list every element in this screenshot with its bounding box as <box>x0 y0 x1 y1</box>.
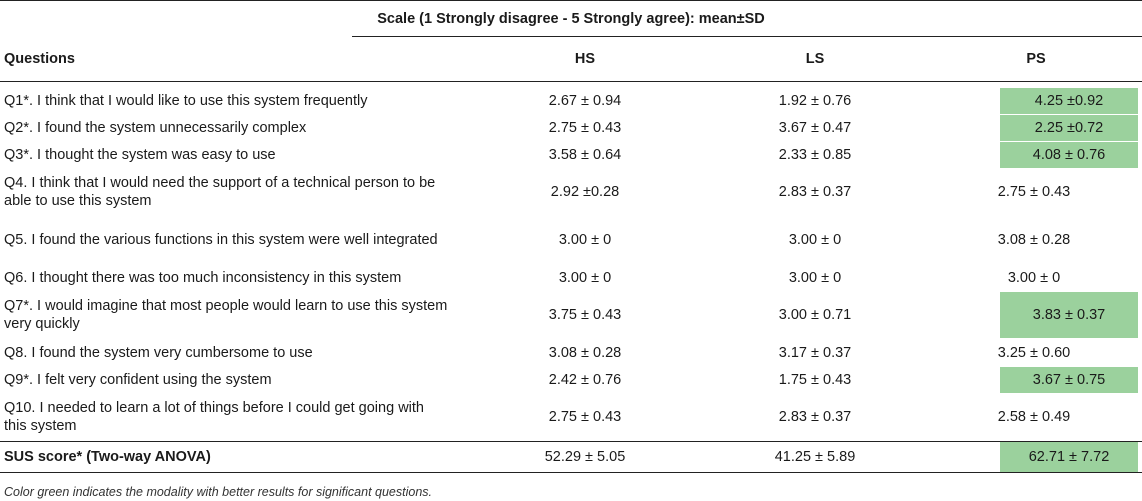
column-header-ls: LS <box>805 51 825 67</box>
question-cell: Q1*. I think that I would like to use th… <box>4 93 368 109</box>
hs-value-cell: 3.00 ± 0 <box>558 269 612 286</box>
table-row: Q2*. I found the system unnecessarily co… <box>0 114 1142 141</box>
hs-value-cell: 2.75 ± 0.43 <box>548 119 622 136</box>
ls-value-cell: 2.33 ± 0.85 <box>778 146 852 163</box>
question-cell: Q7*. I would imagine that most people wo… <box>4 298 448 332</box>
column-header-hs: HS <box>574 51 596 67</box>
hs-value-cell: 3.00 ± 0 <box>558 232 612 248</box>
sus-ps-highlighted-value: 62.71 ± 7.72 <box>1000 441 1138 472</box>
ps-highlighted-value: 4.08 ± 0.76 <box>1000 141 1138 168</box>
table-row: Q9*. I felt very confident using the sys… <box>0 366 1142 393</box>
ps-value-cell: 3.25 ± 0.60 <box>997 344 1071 361</box>
table-row: Q4. I think that I would need the suppor… <box>0 168 1142 216</box>
question-cell: Q8. I found the system very cumbersome t… <box>4 344 313 361</box>
ls-value-cell: 3.67 ± 0.47 <box>778 119 852 136</box>
ls-value-cell: 2.83 ± 0.37 <box>778 408 852 425</box>
ls-value-cell: 3.00 ± 0 <box>788 232 842 248</box>
sus-hs-value: 52.29 ± 5.05 <box>544 448 626 465</box>
sus-score-label: SUS score* (Two-way ANOVA) <box>4 448 211 465</box>
table-row: Q7*. I would imagine that most people wo… <box>0 291 1142 339</box>
hs-value-cell: 3.75 ± 0.43 <box>548 307 622 323</box>
ls-value-cell: 3.17 ± 0.37 <box>778 344 852 361</box>
ps-value-cell: 2.58 ± 0.49 <box>997 408 1071 425</box>
question-cell: Q9*. I felt very confident using the sys… <box>4 371 272 388</box>
table-row: Q1*. I think that I would like to use th… <box>0 82 1142 114</box>
column-header-ps: PS <box>1026 51 1046 67</box>
header-row: Questions HS LS PS <box>0 37 1142 82</box>
sus-ps-cell: 62.71 ± 7.72 <box>930 441 1142 472</box>
ls-value-cell: 3.00 ± 0 <box>788 269 842 286</box>
results-table: Questions HS LS PS Q1*. I think that I w… <box>0 37 1142 473</box>
hs-value-cell: 3.08 ± 0.28 <box>548 344 622 361</box>
sus-score-row: SUS score* (Two-way ANOVA) 52.29 ± 5.05 … <box>0 441 1142 472</box>
table-caption: Color green indicates the modality with … <box>4 484 432 499</box>
ps-highlighted-value: 3.67 ± 0.75 <box>1000 366 1138 393</box>
ps-highlighted-value: 4.25 ±0.92 <box>1000 88 1138 114</box>
table-row: Q3*. I thought the system was easy to us… <box>0 141 1142 168</box>
ls-value-cell: 1.92 ± 0.76 <box>778 93 852 109</box>
table-row: Q8. I found the system very cumbersome t… <box>0 339 1142 366</box>
scale-title: Scale (1 Strongly disagree - 5 Strongly … <box>377 10 765 27</box>
table-header: Questions HS LS PS <box>0 37 1142 82</box>
table-body: Q1*. I think that I would like to use th… <box>0 82 1142 472</box>
ps-value-cell: 3.83 ± 0.37 <box>930 291 1142 339</box>
table-row: Q5. I found the various functions in thi… <box>0 216 1142 264</box>
ps-value-cell: 4.08 ± 0.76 <box>930 141 1142 168</box>
column-header-questions: Questions <box>4 51 75 67</box>
top-rule <box>0 0 1142 1</box>
ls-value-cell: 2.83 ± 0.37 <box>778 184 852 200</box>
ls-value-cell: 1.75 ± 0.43 <box>778 371 852 388</box>
ps-value-cell: 3.08 ± 0.28 <box>997 232 1071 248</box>
ps-value-cell: 3.00 ± 0 <box>1007 269 1061 286</box>
ls-value-cell: 3.00 ± 0.71 <box>778 307 852 323</box>
question-cell: Q5. I found the various functions in thi… <box>4 232 438 248</box>
hs-value-cell: 3.58 ± 0.64 <box>548 146 622 163</box>
ps-value-cell: 4.25 ±0.92 <box>930 82 1142 114</box>
ps-value-cell: 2.25 ±0.72 <box>930 114 1142 141</box>
ps-highlighted-value: 2.25 ±0.72 <box>1000 114 1138 141</box>
question-cell: Q3*. I thought the system was easy to us… <box>4 146 276 163</box>
hs-value-cell: 2.42 ± 0.76 <box>548 371 622 388</box>
hs-value-cell: 2.75 ± 0.43 <box>548 408 622 425</box>
question-cell: Q10. I needed to learn a lot of things b… <box>4 399 424 434</box>
question-cell: Q4. I think that I would need the suppor… <box>4 175 436 209</box>
ps-value-cell: 2.75 ± 0.43 <box>997 184 1071 200</box>
hs-value-cell: 2.92 ±0.28 <box>550 184 620 200</box>
table-row: Q6. I thought there was too much inconsi… <box>0 264 1142 291</box>
question-cell: Q2*. I found the system unnecessarily co… <box>4 119 307 136</box>
question-cell: Q6. I thought there was too much inconsi… <box>4 269 402 286</box>
ps-value-cell: 3.67 ± 0.75 <box>930 366 1142 393</box>
scale-title-rule <box>352 36 1142 37</box>
sus-ls-value: 41.25 ± 5.89 <box>774 448 856 465</box>
hs-value-cell: 2.67 ± 0.94 <box>548 93 622 109</box>
ps-highlighted-value: 3.83 ± 0.37 <box>1000 292 1138 338</box>
table-row: Q10. I needed to learn a lot of things b… <box>0 393 1142 441</box>
